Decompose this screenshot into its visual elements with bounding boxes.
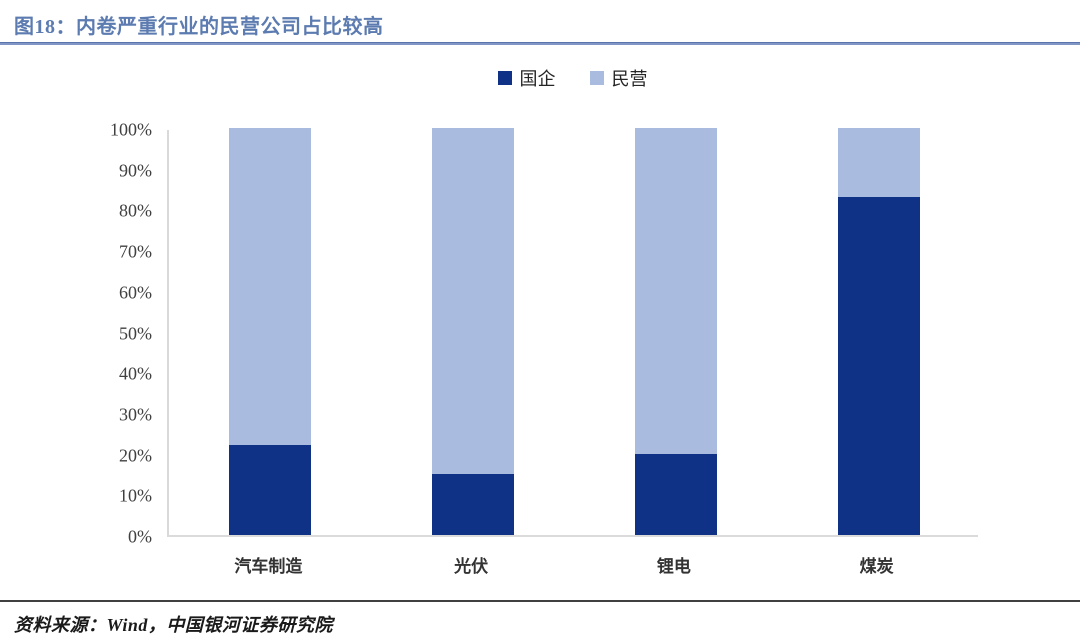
y-tick-label: 0% xyxy=(128,526,152,547)
y-axis-tick-labels: 0% 10% 20% 30% 40% 50% 60% 70% 80% 90% 100% xyxy=(0,0,160,642)
y-tick-label: 90% xyxy=(119,160,152,181)
legend-item-民营: 民营 xyxy=(589,65,648,91)
legend-swatch-国企 xyxy=(497,71,512,85)
bar-segment-锂电-国企 xyxy=(634,453,717,535)
bar-segment-锂电-民营 xyxy=(634,128,717,454)
source-note: 资料来源：Wind，中国银河证券研究院 xyxy=(14,615,333,635)
figure-title: 图18：内卷严重行业的民营公司占比较高 xyxy=(14,16,384,38)
bar-segment-煤炭-国企 xyxy=(837,197,920,535)
bar-锂电 xyxy=(634,128,717,535)
y-tick-label: 100% xyxy=(110,119,152,140)
y-tick-label: 70% xyxy=(119,241,152,262)
x-category-label: 煤炭 xyxy=(859,557,894,576)
bar-segment-光伏-民营 xyxy=(432,128,515,474)
y-tick-label: 20% xyxy=(119,445,152,466)
x-axis-category-labels: 汽车制造 光伏 锂电 煤炭 xyxy=(167,552,978,578)
bar-segment-光伏-国企 xyxy=(432,473,515,535)
legend-item-国企: 国企 xyxy=(497,65,556,91)
bar-汽车制造 xyxy=(229,128,312,535)
chart-legend: 国企 民营 xyxy=(167,66,978,90)
legend-label: 民营 xyxy=(611,69,648,89)
title-underline xyxy=(0,42,1080,45)
y-tick-label: 40% xyxy=(119,363,152,384)
plot-area xyxy=(167,128,978,537)
bar-segment-煤炭-民营 xyxy=(837,128,920,198)
legend-label: 国企 xyxy=(519,69,556,89)
bar-segment-汽车制造-国企 xyxy=(229,445,312,535)
y-tick-label: 60% xyxy=(119,282,152,303)
footer-divider xyxy=(0,600,1080,602)
bar-光伏 xyxy=(432,128,515,535)
y-tick-label: 10% xyxy=(119,485,152,506)
x-category-label: 锂电 xyxy=(656,557,691,576)
x-category-label: 汽车制造 xyxy=(234,557,303,576)
legend-swatch-民营 xyxy=(589,71,604,85)
y-tick-label: 80% xyxy=(119,200,152,221)
bar-煤炭 xyxy=(837,128,920,535)
y-tick-label: 30% xyxy=(119,404,152,425)
y-tick-label: 50% xyxy=(119,323,152,343)
x-category-label: 光伏 xyxy=(454,557,489,576)
bar-segment-汽车制造-民营 xyxy=(229,128,312,446)
